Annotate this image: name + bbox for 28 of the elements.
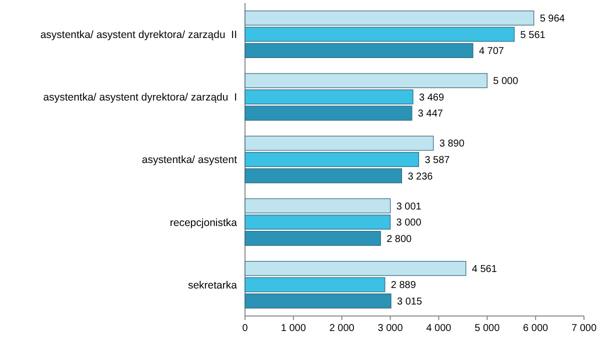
x-tick-label: 2 000 [329, 323, 355, 334]
y-tick-label: recepcjonistka [170, 216, 238, 229]
data-label: 5 000 [493, 76, 519, 88]
data-label: 2 800 [386, 234, 412, 245]
data-label: 3 236 [408, 171, 434, 182]
data-label: 2 889 [390, 280, 416, 292]
data-label: 3 447 [418, 108, 444, 120]
x-tick-label: 1 000 [280, 323, 306, 334]
data-label: 4 561 [472, 264, 498, 275]
data-label: 3 015 [397, 296, 422, 308]
x-tick-label: 6 000 [523, 323, 549, 334]
y-tick-label: sekretarka [188, 279, 238, 292]
data-label: 3 469 [419, 92, 444, 104]
data-label: 5 561 [520, 30, 546, 41]
data-label: 3 001 [396, 201, 422, 212]
x-tick-label: 5 000 [474, 323, 500, 334]
y-tick-label: asystentka/ asystent dyrektora/ zarządu I [43, 92, 237, 104]
x-tick-label: 7 000 [571, 323, 597, 334]
x-tick-label: 4 000 [426, 323, 452, 334]
x-tick-label: 3 000 [378, 323, 404, 334]
data-label: 3 000 [396, 218, 422, 229]
x-tick-label: 0 [242, 323, 248, 334]
data-label: 4 707 [478, 46, 504, 58]
data-label: 3 890 [439, 138, 465, 150]
y-tick-label: asystentka/ asystent dyrektora/ zarządu II [40, 28, 237, 41]
y-tick-label: asystentka/ asystent [142, 154, 238, 166]
data-label: 3 587 [424, 155, 450, 166]
data-label: 5 964 [540, 14, 566, 25]
